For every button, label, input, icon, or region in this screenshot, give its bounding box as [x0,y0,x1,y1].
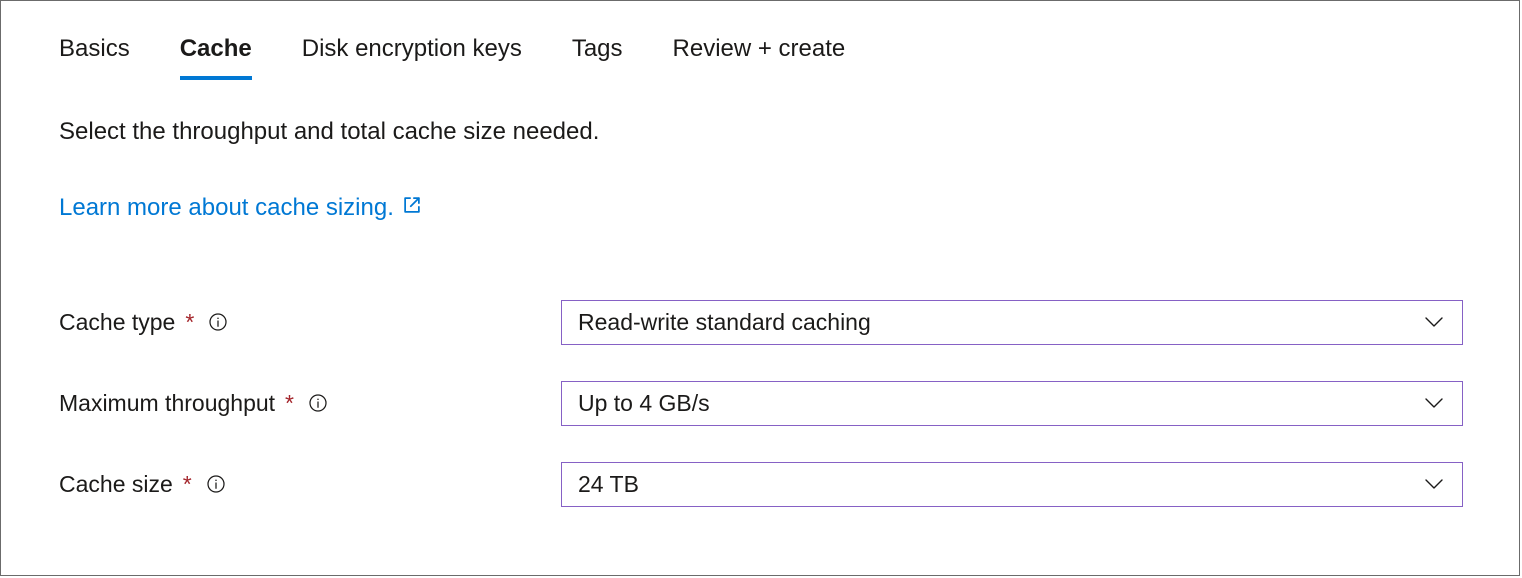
learn-more-text: Learn more about cache sizing. [59,194,394,222]
cache-size-dropdown[interactable]: 24 TB [561,462,1463,507]
chevron-down-icon [1422,391,1446,415]
cache-size-value: 24 TB [578,471,639,498]
info-icon[interactable] [208,312,228,332]
field-max-throughput: Maximum throughput * Up to 4 GB/s [59,381,1463,426]
max-throughput-value: Up to 4 GB/s [578,390,710,417]
max-throughput-label: Maximum throughput * [59,390,561,417]
cache-type-label-text: Cache type [59,309,175,336]
max-throughput-dropdown[interactable]: Up to 4 GB/s [561,381,1463,426]
max-throughput-label-text: Maximum throughput [59,390,275,417]
field-cache-size: Cache size * 24 TB [59,462,1463,507]
info-icon[interactable] [206,474,226,494]
form-fields: Cache type * Read-write standard caching [59,300,1463,507]
chevron-down-icon [1422,310,1446,334]
field-cache-type: Cache type * Read-write standard caching [59,300,1463,345]
tab-tags[interactable]: Tags [572,35,623,78]
learn-more-link[interactable]: Learn more about cache sizing. [59,194,422,222]
tab-disk-encryption-keys[interactable]: Disk encryption keys [302,35,522,78]
tab-review-create[interactable]: Review + create [673,35,846,78]
cache-size-label-text: Cache size [59,471,173,498]
info-icon[interactable] [308,393,328,413]
chevron-down-icon [1422,472,1446,496]
external-link-icon [402,194,422,222]
wizard-tabs: Basics Cache Disk encryption keys Tags R… [59,35,1463,78]
cache-config-panel: Basics Cache Disk encryption keys Tags R… [0,0,1520,576]
cache-size-label: Cache size * [59,471,561,498]
tab-basics[interactable]: Basics [59,35,130,78]
cache-type-value: Read-write standard caching [578,309,871,336]
section-description: Select the throughput and total cache si… [59,118,1463,146]
cache-type-label: Cache type * [59,309,561,336]
required-star: * [185,309,194,336]
cache-type-dropdown[interactable]: Read-write standard caching [561,300,1463,345]
required-star: * [183,471,192,498]
tab-cache[interactable]: Cache [180,35,252,78]
required-star: * [285,390,294,417]
